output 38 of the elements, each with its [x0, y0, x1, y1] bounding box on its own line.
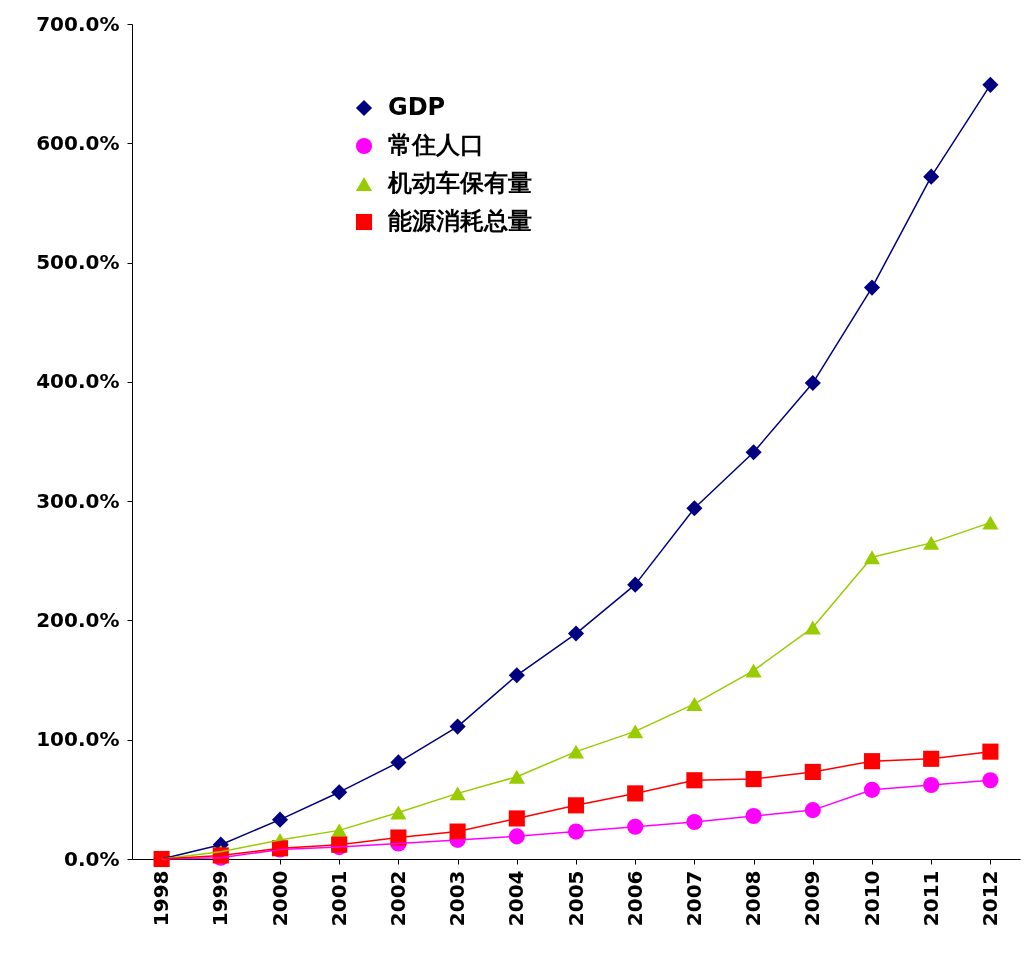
legend-label: GDP — [388, 93, 446, 121]
y-tick-label: 200.0% — [36, 607, 120, 632]
legend-label: 能源消耗总量 — [388, 207, 532, 235]
point — [982, 743, 999, 760]
x-tick-label: 2008 — [741, 870, 766, 927]
x-tick-label: 2011 — [918, 870, 943, 927]
x-tick-label: 1999 — [208, 870, 233, 927]
point — [331, 784, 348, 801]
point — [508, 810, 525, 827]
x-tick-label: 2000 — [267, 870, 292, 927]
x-tick-label: 2009 — [800, 870, 825, 927]
x-tick-label: 2003 — [445, 870, 470, 927]
point — [567, 744, 585, 759]
x-tick-label: 2001 — [326, 870, 351, 927]
x-tick-label: 2012 — [977, 870, 1002, 927]
point — [982, 772, 999, 789]
y-tick-label: 400.0% — [36, 369, 120, 394]
point — [923, 535, 940, 550]
legend-label: 机动车保有量 — [387, 169, 532, 197]
x-tick-label: 2007 — [681, 870, 706, 927]
x-tick-label: 2002 — [385, 870, 410, 927]
point — [449, 718, 466, 735]
y-tick-label: 100.0% — [36, 727, 120, 752]
y-tick-label: 0.0% — [64, 846, 120, 871]
y-tick-label: 300.0% — [36, 488, 120, 513]
x-tick-label: 1998 — [149, 870, 174, 927]
point — [508, 769, 525, 784]
point — [982, 76, 999, 93]
x-tick-label: 2005 — [563, 870, 588, 927]
point — [745, 663, 762, 678]
legend-label: 常住人口 — [388, 131, 484, 159]
point — [982, 515, 999, 530]
x-tick-label: 2006 — [622, 870, 647, 927]
y-tick-label: 500.0% — [36, 250, 120, 275]
x-tick-label: 2004 — [504, 870, 529, 927]
y-tick-label: 700.0% — [36, 11, 120, 36]
x-tick-label: 2010 — [859, 870, 884, 927]
y-tick-label: 600.0% — [36, 130, 120, 155]
